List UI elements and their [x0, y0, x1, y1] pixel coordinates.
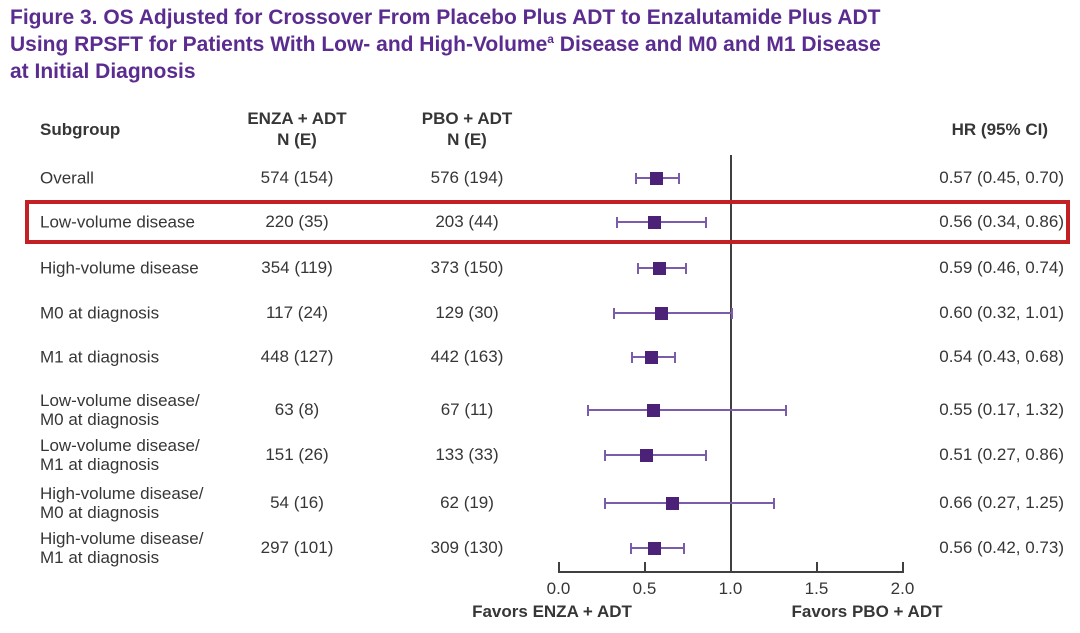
enza-n-e-value: 220 (35) [265, 212, 329, 231]
pbo-n-e-value: 67 (11) [440, 400, 494, 419]
enza-n-e-value: 574 (154) [260, 168, 334, 187]
ci-whisker [587, 409, 786, 411]
x-axis-tick-label: 0.5 [632, 579, 657, 598]
column-header-subgroup: Subgroup [40, 120, 121, 139]
subgroup-label: Low-volume disease/ M0 at diagnosis [40, 391, 200, 429]
column-header-enza-line2: N (E) [277, 130, 317, 149]
enza-n-e-value: 117 (24) [265, 303, 329, 322]
ci-cap-left [636, 263, 639, 274]
ci-whisker [604, 502, 774, 504]
hr-ci-value: 0.54 (0.43, 0.68) [939, 347, 1064, 366]
highlight-box [25, 200, 1070, 244]
ci-cap-right [772, 498, 775, 509]
subgroup-label: Overall [40, 168, 94, 188]
ci-cap-right [705, 217, 708, 228]
reference-line [729, 155, 732, 573]
pbo-n-e-value: 442 (163) [430, 347, 504, 366]
x-axis-tick [557, 562, 560, 571]
hr-ci-value: 0.56 (0.42, 0.73) [939, 538, 1064, 557]
figure-title-line2-pre: Using RPSFT for Patients With Low- and H… [10, 33, 548, 56]
ci-cap-left [603, 450, 606, 461]
hr-marker [644, 350, 658, 364]
subgroup-label: High-volume disease [40, 258, 199, 278]
pbo-n-e-value: 576 (194) [430, 168, 504, 187]
ci-cap-right [684, 263, 687, 274]
hr-marker [648, 215, 662, 229]
hr-ci-value: 0.56 (0.34, 0.86) [939, 212, 1064, 231]
ci-cap-left [634, 173, 637, 184]
hr-ci-value: 0.55 (0.17, 1.32) [939, 400, 1064, 419]
ci-cap-left [629, 543, 632, 554]
x-axis-tick-label: 1.0 [718, 579, 743, 598]
ci-cap-left [631, 352, 634, 363]
ci-cap-left [615, 217, 618, 228]
subgroup-label: M1 at diagnosis [40, 347, 160, 367]
enza-n-e-value: 448 (127) [260, 347, 334, 366]
hr-ci-value: 0.59 (0.46, 0.74) [939, 258, 1064, 277]
hr-marker [639, 448, 653, 462]
x-axis-tick-label: 0.0 [546, 579, 571, 598]
figure-title-line3: at Initial Diagnosis [10, 60, 196, 83]
footnote-marker-a: a [547, 32, 554, 46]
x-axis-line [557, 571, 904, 573]
figure-title-line1: Figure 3. OS Adjusted for Crossover From… [10, 6, 881, 29]
column-header-enza-line1: ENZA + ADT [247, 109, 347, 128]
hr-marker [655, 306, 669, 320]
ci-cap-right [674, 352, 677, 363]
subgroup-label: M0 at diagnosis [40, 303, 160, 323]
hr-ci-value: 0.51 (0.27, 0.86) [939, 445, 1064, 464]
favors-right-label: Favors PBO + ADT [791, 602, 943, 621]
ci-cap-left [612, 308, 615, 319]
figure-title-line2-post: Disease and M0 and M1 Disease [553, 33, 881, 56]
enza-n-e-value: 151 (26) [265, 445, 329, 464]
ci-cap-right [677, 173, 680, 184]
figure-title-line2: Using RPSFT for Patients With Low- and H… [10, 31, 1070, 58]
column-header-pbo-line2: N (E) [447, 130, 487, 149]
column-header-pbo: PBO + ADT N (E) [422, 108, 513, 150]
hr-marker [653, 261, 667, 275]
x-axis-tick-label: 1.5 [804, 579, 829, 598]
ci-cap-right [784, 405, 787, 416]
favors-left-label: Favors ENZA + ADT [472, 602, 632, 621]
subgroup-label: High-volume disease/ M0 at diagnosis [40, 484, 204, 522]
hr-marker [665, 496, 679, 510]
hr-ci-value: 0.60 (0.32, 1.01) [939, 303, 1064, 322]
pbo-n-e-value: 133 (33) [435, 445, 499, 464]
ci-cap-left [586, 405, 589, 416]
pbo-n-e-value: 309 (130) [430, 538, 504, 557]
pbo-n-e-value: 62 (19) [440, 493, 494, 512]
ci-whisker [604, 454, 707, 456]
ci-whisker [616, 221, 707, 223]
ci-whisker [613, 312, 733, 314]
column-header-enza: ENZA + ADT N (E) [247, 108, 346, 150]
enza-n-e-value: 63 (8) [274, 400, 320, 419]
pbo-n-e-value: 129 (30) [435, 303, 499, 322]
subgroup-label: High-volume disease/ M1 at diagnosis [40, 529, 204, 567]
pbo-n-e-value: 203 (44) [435, 212, 499, 231]
enza-n-e-value: 354 (119) [261, 258, 333, 277]
x-axis-tick [901, 562, 904, 571]
hr-marker [650, 171, 664, 185]
enza-n-e-value: 54 (16) [270, 493, 324, 512]
x-axis-tick-label: 2.0 [890, 579, 915, 598]
subgroup-label: Low-volume disease [40, 212, 195, 232]
pbo-n-e-value: 373 (150) [430, 258, 504, 277]
ci-cap-right [683, 543, 686, 554]
ci-cap-right [731, 308, 734, 319]
x-axis-tick [643, 562, 646, 571]
hr-ci-value: 0.66 (0.27, 1.25) [939, 493, 1064, 512]
ci-cap-right [705, 450, 708, 461]
x-axis-tick [815, 562, 818, 571]
enza-n-e-value: 297 (101) [260, 538, 334, 557]
hr-marker [648, 541, 662, 555]
ci-cap-left [603, 498, 606, 509]
hr-ci-value: 0.57 (0.45, 0.70) [939, 168, 1064, 187]
column-header-pbo-line1: PBO + ADT [421, 109, 513, 128]
column-header-hr-ci: HR (95% CI) [951, 120, 1048, 139]
subgroup-label: Low-volume disease/ M1 at diagnosis [40, 436, 200, 474]
hr-marker [646, 403, 660, 417]
x-axis-tick [729, 562, 732, 571]
figure-title: Figure 3. OS Adjusted for Crossover From… [10, 4, 1070, 85]
